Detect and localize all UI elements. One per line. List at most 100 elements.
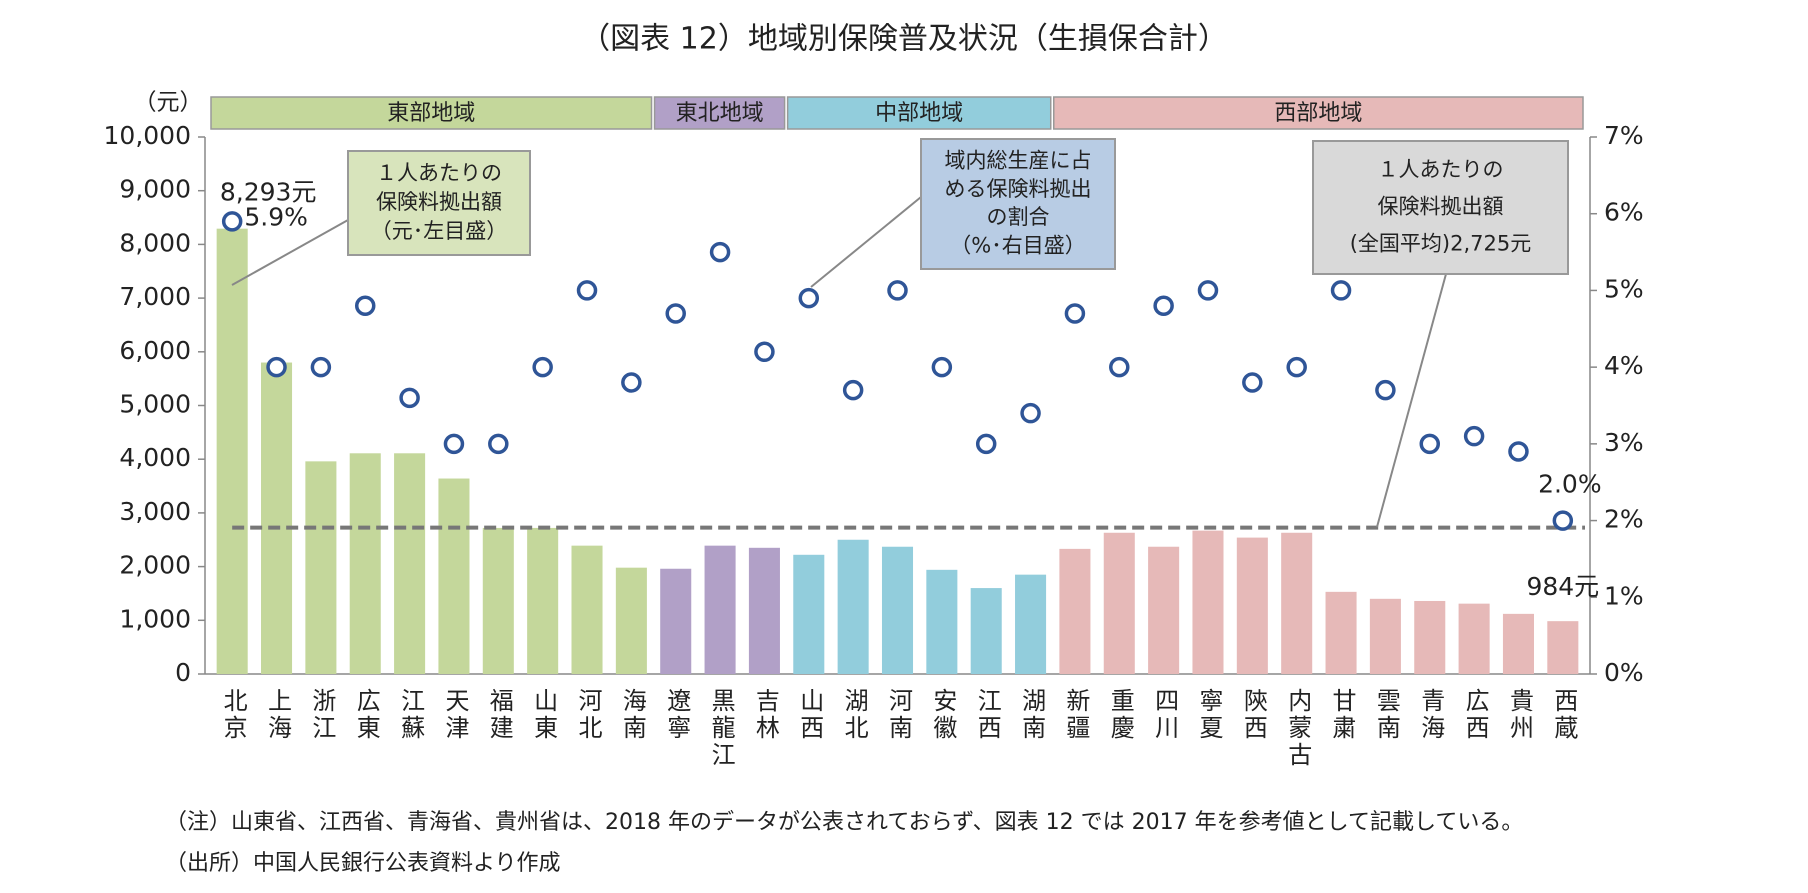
bar	[926, 569, 958, 674]
callout-box	[920, 138, 1116, 270]
x-tick-label: 山東	[530, 688, 558, 742]
x-tick-label: 福建	[485, 688, 513, 742]
bar	[571, 545, 603, 674]
value-label: 8,293元	[220, 178, 317, 207]
callout-text: （%･右目盛）	[950, 233, 1085, 257]
x-tick-label: 広西	[1461, 688, 1489, 742]
bar	[1281, 532, 1313, 674]
dot	[1109, 356, 1130, 378]
y2-tick-label: 6%	[1604, 198, 1644, 227]
bar	[394, 453, 426, 674]
bar	[1192, 530, 1224, 674]
dot	[488, 433, 509, 455]
x-tick-label: 安徽	[929, 688, 957, 742]
callout-text: 保険料拠出額	[376, 190, 502, 214]
bar	[704, 545, 736, 674]
bar	[881, 546, 914, 674]
bar	[1458, 603, 1490, 674]
callout-leader	[1376, 273, 1447, 528]
dot	[399, 387, 420, 409]
dot	[1419, 433, 1441, 455]
dot	[1286, 356, 1307, 378]
value-label: 984元	[1526, 572, 1599, 601]
bar	[970, 588, 1002, 674]
x-tick-label: 貴州	[1505, 688, 1533, 742]
bar	[748, 547, 780, 674]
y-tick-label: 5,000	[119, 390, 191, 419]
bar	[349, 453, 381, 674]
bar	[261, 362, 293, 674]
x-tick-label: 遼寧	[663, 688, 691, 742]
x-tick-label: 新疆	[1062, 688, 1090, 742]
callout-box	[1312, 140, 1569, 275]
bar	[793, 554, 825, 674]
region-label: 東部地域	[387, 101, 475, 126]
region-label: 中部地域	[875, 101, 963, 126]
y-tick-label: 1,000	[119, 604, 191, 633]
callout-text: 保険料拠出額	[1378, 195, 1504, 219]
y-tick-label: 2,000	[119, 551, 191, 580]
bar	[660, 568, 692, 674]
callout-text: (全国平均)2,725元	[1350, 231, 1532, 255]
dot	[709, 241, 731, 263]
dot	[665, 303, 686, 324]
bar	[837, 539, 869, 674]
region-header	[1052, 96, 1584, 130]
region-header	[210, 96, 653, 130]
dot	[1508, 441, 1529, 462]
bar	[1059, 548, 1091, 674]
bar	[305, 461, 337, 674]
y-tick-label: 3,000	[119, 497, 191, 526]
bar	[1502, 613, 1534, 674]
x-tick-label: 四川	[1151, 688, 1179, 742]
bar	[1015, 574, 1047, 674]
dot	[310, 356, 332, 378]
y2-tick-label: 3%	[1604, 428, 1644, 457]
dot	[576, 280, 598, 301]
bar	[216, 228, 248, 674]
y2-tick-label: 1%	[1604, 581, 1644, 610]
x-tick-label: 北京	[219, 688, 247, 742]
y-tick-label: 10,000	[104, 121, 191, 150]
note: （注）山東省、江西省、青海省、貴州省は、2018 年のデータが公表されておらず、…	[165, 810, 1523, 835]
y2-tick-label: 2%	[1604, 505, 1644, 534]
callout-text: 域内総生産に占	[945, 149, 1092, 173]
region-label: 東北地域	[676, 101, 764, 126]
x-tick-label: 広東	[352, 688, 380, 742]
dot	[887, 280, 908, 301]
callout-box	[347, 150, 531, 256]
x-tick-label: 吉林	[751, 688, 779, 742]
dot	[1552, 510, 1574, 531]
x-tick-label: 湖北	[840, 688, 868, 742]
bar	[1369, 598, 1401, 674]
dot	[1330, 280, 1352, 301]
x-tick-label: 河南	[885, 688, 913, 742]
dot	[1197, 280, 1219, 301]
bar	[615, 567, 647, 674]
x-tick-label: 甘粛	[1328, 688, 1356, 742]
x-tick-label: 内蒙古	[1284, 688, 1312, 769]
x-tick-label: 陝西	[1239, 688, 1267, 742]
dot	[1242, 372, 1263, 393]
x-tick-label: 寧夏	[1195, 688, 1223, 742]
x-tick-label: 雲南	[1372, 688, 1400, 742]
bar	[1148, 546, 1180, 674]
dot	[1020, 402, 1041, 424]
callout-text: １人あたりの	[1378, 158, 1504, 182]
dot	[532, 356, 553, 378]
callout-text: １人あたりの	[376, 161, 502, 185]
x-tick-label: 河北	[574, 688, 602, 742]
dot	[266, 356, 287, 378]
y2-tick-label: 5%	[1604, 274, 1644, 303]
bar	[438, 478, 470, 674]
dot	[842, 379, 864, 401]
callout-leader	[810, 196, 922, 288]
x-tick-label: 重慶	[1106, 688, 1134, 742]
y-axis-label: （元）	[134, 90, 203, 116]
y-tick-label: 8,000	[119, 228, 191, 257]
bar	[527, 527, 559, 674]
x-tick-label: 上海	[264, 688, 292, 742]
y-tick-label: 0	[175, 658, 191, 687]
